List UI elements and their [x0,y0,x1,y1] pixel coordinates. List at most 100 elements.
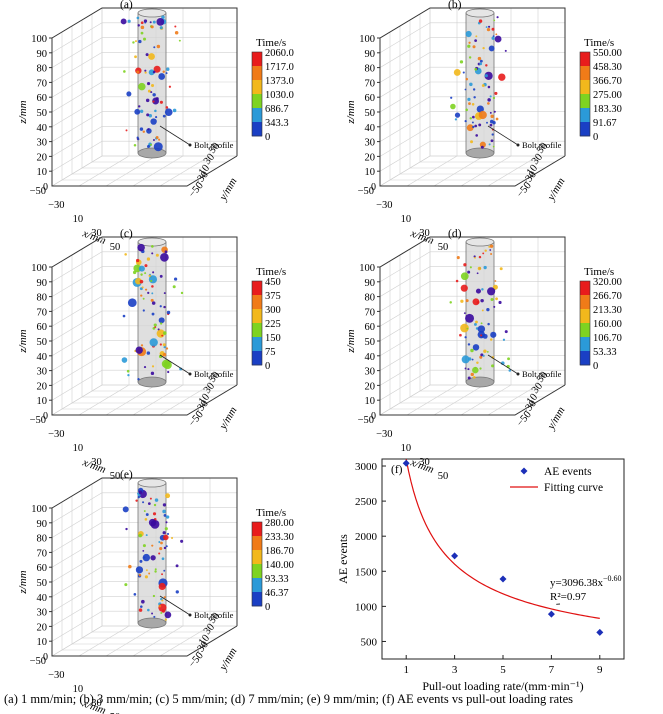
ae-event-point [487,287,496,296]
ae-event-point [151,301,156,305]
colorbar-segment [580,351,590,366]
ae-event-point [137,492,140,495]
ae-event-point [470,372,474,377]
x-tick-label: −30 [48,670,64,681]
floor-gridline [78,155,130,187]
z-tick-label: 0 [43,411,48,422]
ae-event-point [144,264,148,268]
ae-event-point [491,36,495,40]
ae-event-point [138,533,142,538]
bolt-profile-marker [188,613,192,617]
side-gridline [51,66,103,98]
ae-event-point [120,18,127,25]
side-gridline [379,281,431,312]
z-tick-label: 70 [37,307,48,318]
colorbar-segment [252,522,262,537]
colorbar-frame [251,521,263,607]
ae-event-point [124,583,128,587]
ae-event-point [158,317,165,324]
ae-event-point [164,611,172,619]
ae-event-point [469,117,473,120]
side-gridline [51,551,103,583]
x-tick-label: 50 [110,712,121,714]
side-gridline [51,325,103,357]
ae-event-point [162,114,166,118]
bolt-top [465,237,495,247]
ae-event-point [137,243,145,252]
ae-event-point [162,531,166,535]
colorbar-segment [252,323,262,338]
colorbar-tick-label: 106.70 [593,333,622,344]
bolt-profile-leader [159,354,191,375]
ae-event-point [466,327,469,330]
z-tick-label: 40 [365,352,376,363]
ae-event-point [142,309,145,312]
colorbar-segment [252,337,262,352]
ae-event-point [136,70,140,74]
ae-event-point [455,279,459,283]
ae-event-marker [451,552,459,560]
ae-event-point [460,299,464,303]
x-tick-label: 9 [597,664,603,676]
y-axis-label: y/mm [217,176,240,204]
y-axis-label: y/mm [545,405,568,433]
ae-event-point [161,573,163,576]
colorbar-title: Time/s [256,507,286,519]
ae-event-point [165,545,168,548]
side-gridline [379,126,431,157]
ae-event-point [144,21,147,24]
ae-event-point [150,298,154,302]
ae-event-point [490,297,494,301]
ae-event-point [148,69,155,76]
x-tick-label: −30 [48,200,64,211]
floor-gridline [105,155,157,187]
colorbar-segment [580,337,590,352]
ae-event-point [148,53,155,60]
bolt-profile-marker [516,372,520,376]
ae-event-point [155,136,159,139]
ae-event-point [472,45,476,49]
z-tick-label: 60 [365,322,376,333]
colorbar-tick-label: 0 [265,132,270,143]
side-gridline [379,251,431,283]
z-tick-label: 90 [37,519,48,530]
z-tick-label: 30 [37,138,48,149]
ae-event-point [159,274,163,278]
colorbar-segment [252,295,262,310]
ae-event-point [142,553,151,562]
side-gridline [379,37,431,68]
bolt-bottom [465,147,495,159]
ae-event-point [144,575,148,579]
ae-event-point [461,355,470,364]
z-tick-label: 60 [365,93,376,104]
ae-event-point [489,123,493,127]
ae-event-point [488,245,491,248]
ae-event-point [180,291,184,295]
colorbar-frame [251,280,263,366]
z-tick-label: 50 [37,108,48,119]
ae-event-point [147,82,151,86]
ae-event-point [163,569,166,572]
z-tick-label: 60 [37,322,48,333]
side-gridline [379,52,431,83]
z-tick-label: 20 [365,381,376,392]
ae-event-point [472,88,476,91]
ae-event-point [135,566,144,574]
ae-event-point [174,25,177,28]
x-tick-label: 5 [500,664,506,676]
panel-e: 0102030405060708090100z/mm−50−30103050x/… [17,469,294,714]
bolt-bottom [465,376,495,388]
z-tick-label: 90 [365,278,376,289]
x-tick-label: 30 [419,228,430,239]
colorbar-tick-label: 75 [265,347,276,358]
ae-event-point [140,294,143,297]
ae-event-point [165,515,170,519]
ae-event-point [135,499,138,502]
fit-equation: y=3096.38x−0.60 [550,574,621,589]
ae-event-point [148,518,157,527]
z-tick-label: 70 [37,548,48,559]
ae-event-point [166,67,170,71]
ae-event-point [484,71,493,80]
ae-event-point [489,249,492,251]
x-tick-label: −50 [30,186,46,197]
